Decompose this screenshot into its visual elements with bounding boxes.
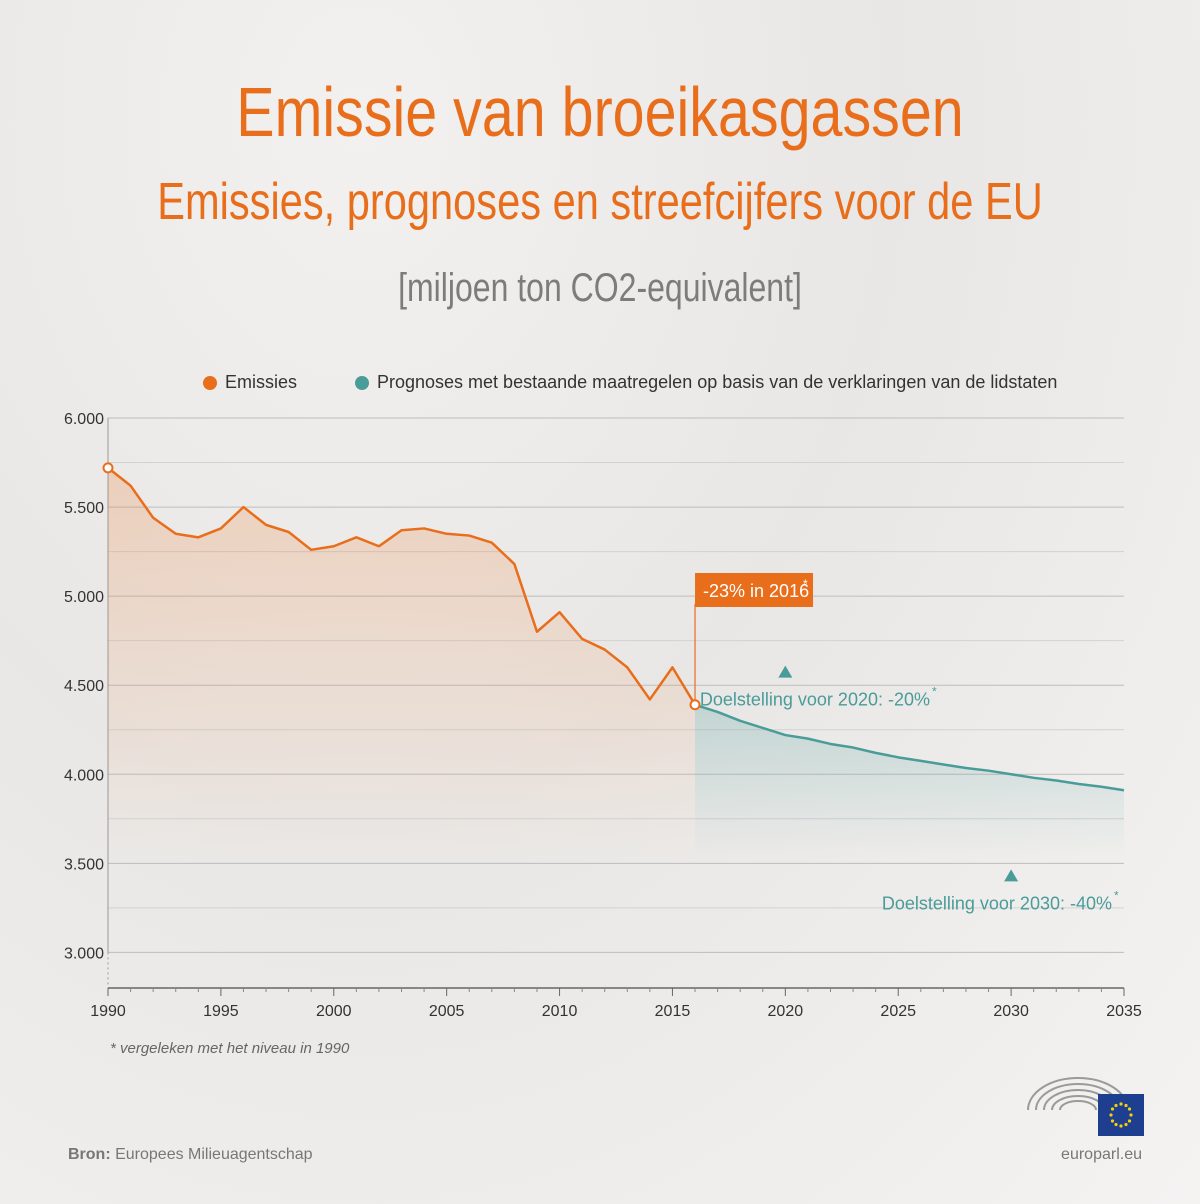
y-tick-label: 4.000	[64, 767, 104, 784]
target-2020-star: *	[932, 685, 937, 699]
target-2020-label: Doelstelling voor 2020: -20%	[700, 690, 930, 710]
website-label: europarl.eu	[1061, 1146, 1142, 1163]
legend-label-projections: Prognoses met bestaande maatregelen op b…	[377, 372, 1058, 392]
y-tick-label: 3.500	[64, 856, 104, 873]
x-tick-label: 2005	[429, 1003, 465, 1020]
marker-2016	[689, 699, 701, 711]
area-projections	[695, 704, 1124, 860]
x-tick-label: 2035	[1106, 1003, 1142, 1020]
target-2030-label: Doelstelling voor 2030: -40%	[882, 893, 1112, 913]
x-tick-label: 1990	[90, 1003, 126, 1020]
y-tick-label: 4.500	[64, 678, 104, 695]
annotation-2016-label: -23% in 2016	[703, 581, 809, 601]
target-2030-marker	[1004, 869, 1019, 882]
x-tick-label: 2030	[993, 1003, 1029, 1020]
footnote: * vergeleken met het niveau in 1990	[110, 1040, 350, 1057]
y-tick-label: 6.000	[64, 411, 104, 428]
chart-title: Emissie van broeikasgassen	[236, 73, 964, 151]
unit-label: [miljoen ton CO2-equivalent]	[398, 266, 802, 310]
legend-label-emissions: Emissies	[225, 372, 298, 392]
marker-1990	[102, 462, 114, 474]
area-emissions	[108, 467, 696, 860]
legend-dot-emissions	[203, 375, 217, 390]
legend-item-emissions: Emissies	[203, 372, 297, 393]
source-label: Bron:	[68, 1146, 111, 1163]
source-value: Europees Milieuagentschap	[115, 1146, 313, 1163]
x-tick-label: 2010	[542, 1003, 578, 1020]
legend-dot-projections	[355, 375, 369, 390]
x-tick-label: 1995	[203, 1003, 239, 1020]
european-parliament-logo	[1027, 1077, 1144, 1136]
source-line: Bron: Europees Milieuagentschap	[68, 1146, 313, 1164]
target-2020-marker	[778, 665, 793, 678]
y-tick-label: 5.500	[64, 500, 104, 517]
series-line-projections	[694, 703, 1125, 792]
y-tick-label: 3.000	[64, 945, 104, 962]
x-tick-label: 2020	[768, 1003, 804, 1020]
target-2030-star: *	[1114, 888, 1119, 902]
annotation-2016-star: *	[803, 577, 808, 591]
x-tick-label: 2015	[655, 1003, 691, 1020]
annotation-2016-box	[695, 573, 814, 607]
legend-item-projections: Prognoses met bestaande maatregelen op b…	[355, 372, 1057, 393]
x-tick-label: 2000	[316, 1003, 352, 1020]
x-tick-label: 2025	[880, 1003, 916, 1020]
chart-subtitle: Emissies, prognoses en streefcijfers voo…	[157, 173, 1043, 231]
y-tick-label: 5.000	[64, 589, 104, 606]
series-line-emissions	[107, 466, 697, 706]
